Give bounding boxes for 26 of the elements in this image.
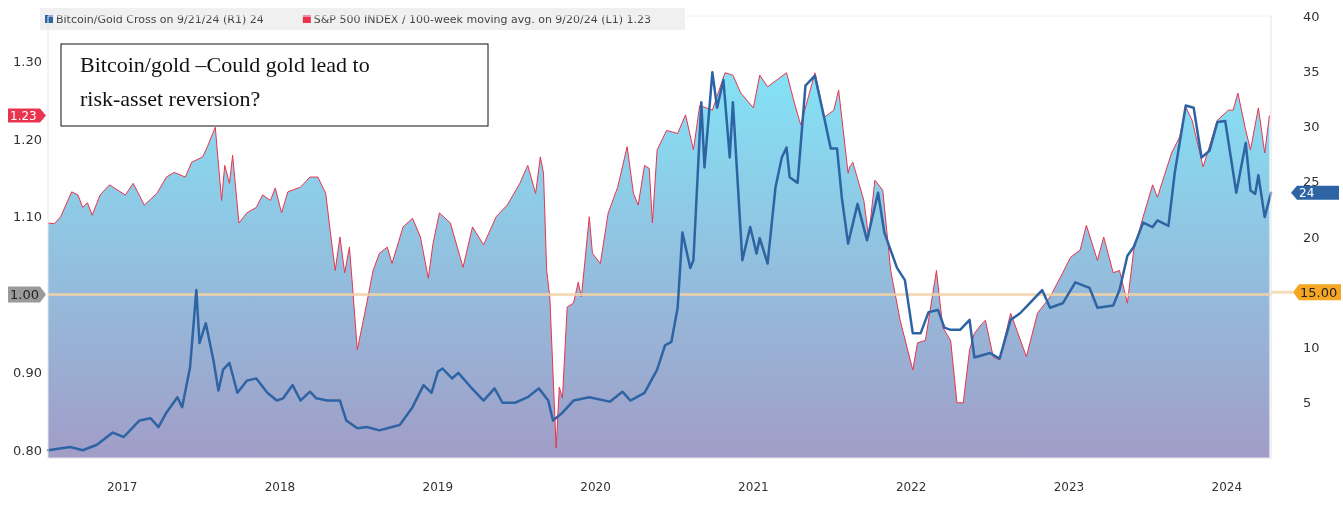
x-tick-label: 2018 [264, 480, 296, 495]
x-tick-label: 2023 [1053, 480, 1085, 495]
text: Bitcoin/gold –Could gold lead to risk-asset reversion? [80, 52, 370, 111]
y2-tick-label: 10 [1303, 340, 1320, 356]
ref-line-label: 15.00 [1300, 284, 1338, 300]
y2-tick-label: 5 [1303, 395, 1312, 411]
x-tick-label: 2024 [1211, 480, 1243, 495]
x-tick-label: 2019 [422, 480, 454, 495]
y2-tick-label: 30 [1303, 119, 1320, 135]
legend-label: Bitcoin/Gold Cross on 9/21/24 (R1) 24 [56, 12, 264, 26]
y-tick-label: 1.10 [13, 209, 42, 225]
ref-line-label: 1.00 [10, 287, 39, 303]
x-tick-label: 2020 [580, 480, 611, 495]
y2-tick-label: 35 [1303, 63, 1320, 79]
y-tick-label: 0.80 [13, 442, 42, 458]
text: 1.23 [10, 108, 37, 123]
y2-tick-label: 20 [1303, 229, 1320, 245]
x-tick-label: 2021 [738, 480, 769, 495]
x-tick-label: 2022 [895, 480, 927, 495]
y2-tick-label: 40 [1303, 8, 1320, 24]
y-tick-label: 0.90 [13, 364, 42, 380]
legend-label: S&P 500 INDEX / 100-week moving avg. on 9/20/24 (L1) 1.23 [313, 12, 651, 26]
x-tick-label: 2017 [106, 480, 138, 495]
text: 24 [1299, 186, 1315, 200]
y-tick-label: 1.20 [13, 131, 42, 147]
y-tick-label: 1.30 [13, 53, 42, 69]
